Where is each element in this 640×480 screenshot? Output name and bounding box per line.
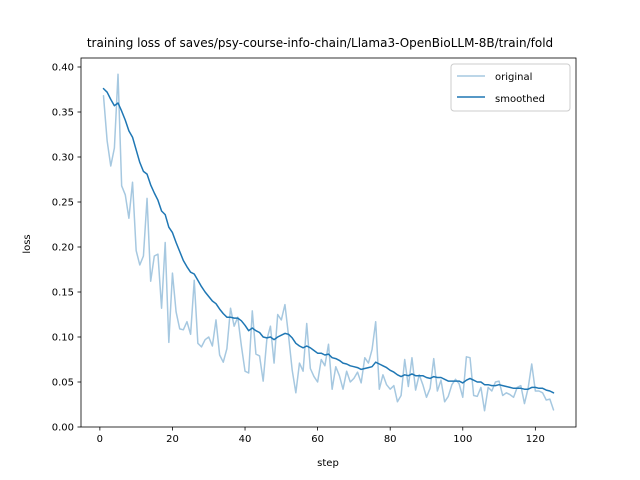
y-tick-label: 0.15: [52, 288, 74, 299]
y-tick-label: 0.05: [52, 378, 74, 389]
legend-label-original: original: [495, 72, 532, 83]
x-tick-label: 80: [384, 434, 397, 445]
x-tick-label: 0: [97, 434, 103, 445]
y-tick-label: 0.35: [52, 108, 74, 119]
x-tick-label: 120: [526, 434, 545, 445]
y-tick-label: 0.25: [52, 198, 74, 209]
y-axis-label: loss: [22, 234, 33, 253]
legend-label-smoothed: smoothed: [495, 94, 545, 105]
x-tick-label: 60: [311, 434, 324, 445]
series-line-original: [102, 73, 555, 412]
axes-frame: [80, 57, 577, 428]
y-tick-label: 0.30: [52, 153, 74, 164]
x-axis: 0 20 40 60 80 100 120: [97, 427, 545, 445]
x-tick-label: 40: [239, 434, 252, 445]
y-tick-label: 0.20: [52, 243, 74, 254]
y-tick-label: 0.10: [52, 333, 74, 344]
x-tick-label: 20: [166, 434, 179, 445]
x-tick-label: 100: [453, 434, 472, 445]
y-tick-label: 0.00: [52, 423, 74, 434]
plot-area: [80, 57, 577, 428]
y-tick-label: 0.40: [52, 63, 74, 74]
x-axis-label: step: [317, 458, 339, 469]
chart-title: training loss of saves/psy-course-info-c…: [87, 36, 553, 50]
series-line-smoothed: [102, 87, 555, 394]
y-axis: 0.00 0.05 0.10 0.15 0.20 0.25 0.30 0.35 0.40: [52, 63, 81, 434]
legend: original smoothed: [450, 63, 571, 112]
